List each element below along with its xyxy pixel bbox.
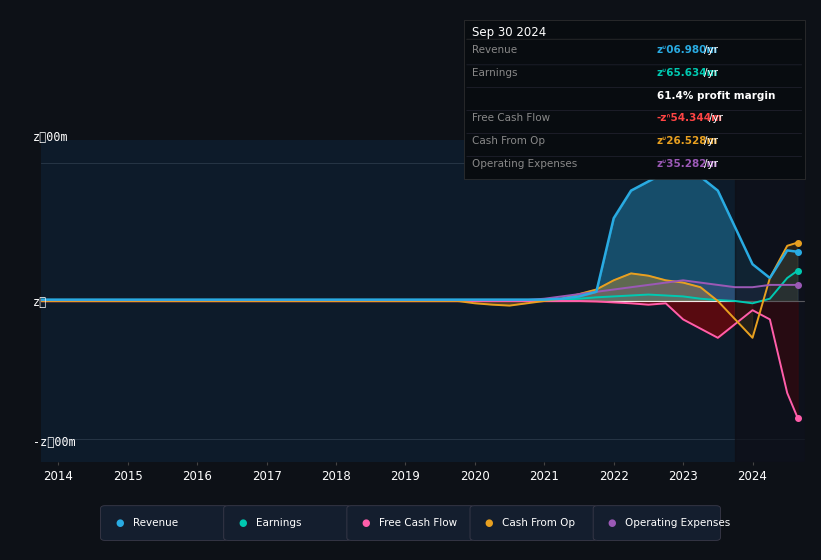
Text: 61.4% profit margin: 61.4% profit margin xyxy=(657,91,775,101)
Text: /yr: /yr xyxy=(709,113,722,123)
Text: Revenue: Revenue xyxy=(132,518,177,528)
Text: Free Cash Flow: Free Cash Flow xyxy=(379,518,457,528)
Text: Free Cash Flow: Free Cash Flow xyxy=(472,113,550,123)
Text: Cash From Op: Cash From Op xyxy=(472,136,545,146)
Text: /yr: /yr xyxy=(704,159,718,169)
Text: /yr: /yr xyxy=(704,45,718,55)
Text: Operating Expenses: Operating Expenses xyxy=(472,159,577,169)
Text: Operating Expenses: Operating Expenses xyxy=(626,518,731,528)
Text: zᐡ35.282m: zᐡ35.282m xyxy=(657,159,718,169)
Text: zᐡ65.634m: zᐡ65.634m xyxy=(657,68,718,78)
Text: /yr: /yr xyxy=(704,136,718,146)
Text: Sep 30 2024: Sep 30 2024 xyxy=(472,26,546,39)
Text: zᐣ00m: zᐣ00m xyxy=(33,130,68,144)
Text: /yr: /yr xyxy=(704,68,718,78)
Text: zᐠ: zᐠ xyxy=(33,296,47,309)
Text: ●: ● xyxy=(361,518,370,528)
Text: ●: ● xyxy=(484,518,493,528)
Text: -zᐢ54.344m: -zᐢ54.344m xyxy=(657,113,722,123)
Text: ●: ● xyxy=(608,518,617,528)
Text: ●: ● xyxy=(115,518,124,528)
Text: Cash From Op: Cash From Op xyxy=(502,518,575,528)
Text: -zᐣ00m: -zᐣ00m xyxy=(33,436,76,449)
Text: Earnings: Earnings xyxy=(472,68,517,78)
Text: Revenue: Revenue xyxy=(472,45,517,55)
Text: Earnings: Earnings xyxy=(256,518,301,528)
Text: zᐡ06.980m: zᐡ06.980m xyxy=(657,45,718,55)
Text: ●: ● xyxy=(238,518,247,528)
Bar xyxy=(735,140,805,462)
Text: zᐡ26.528m: zᐡ26.528m xyxy=(657,136,718,146)
